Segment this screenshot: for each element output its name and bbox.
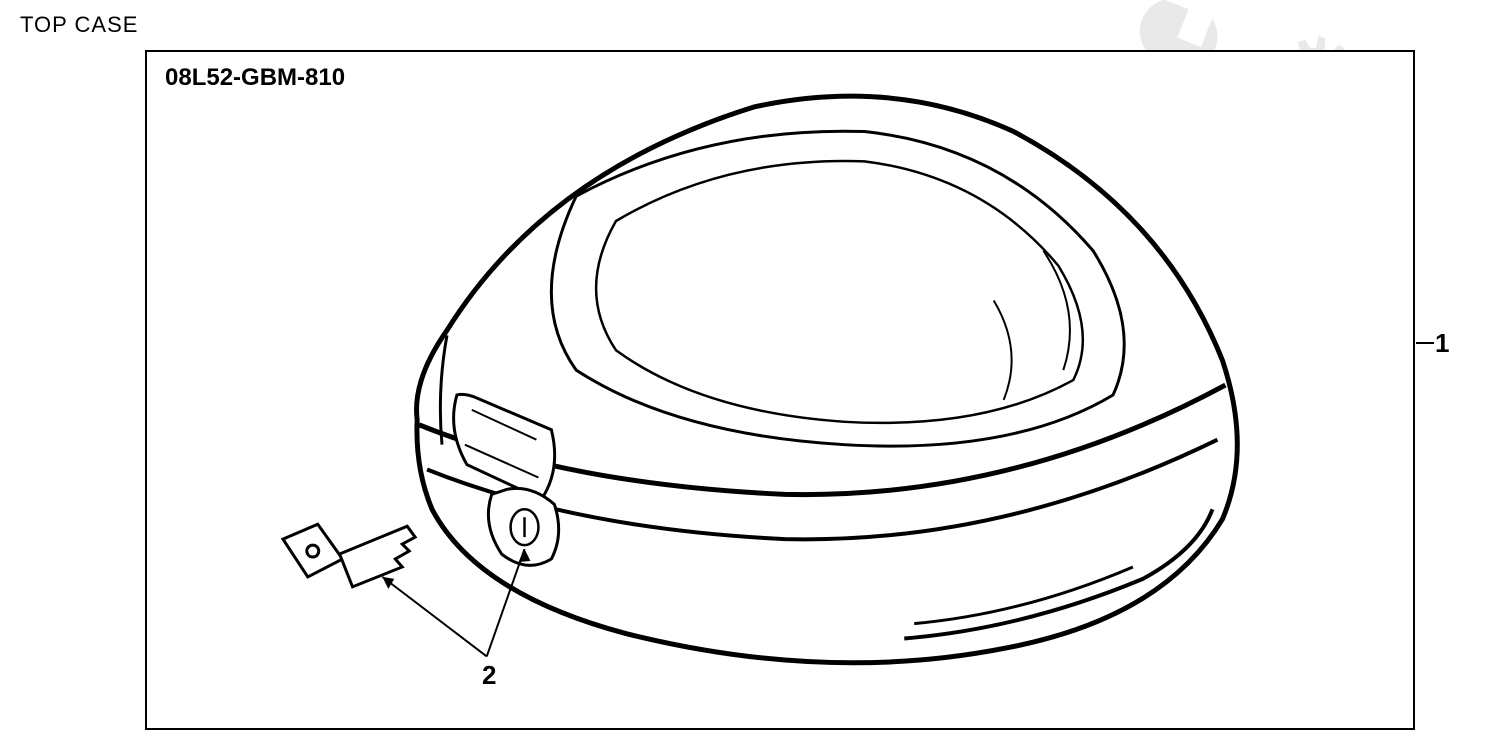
callout-1-leader: [1416, 342, 1434, 344]
page-title: TOP CASE: [20, 12, 138, 38]
diagram-frame: 08L52-GBM-810: [145, 50, 1415, 730]
callout-2-label: 2: [482, 660, 496, 691]
top-case-drawing: [147, 52, 1413, 728]
callout-1-label: 1: [1435, 328, 1449, 359]
